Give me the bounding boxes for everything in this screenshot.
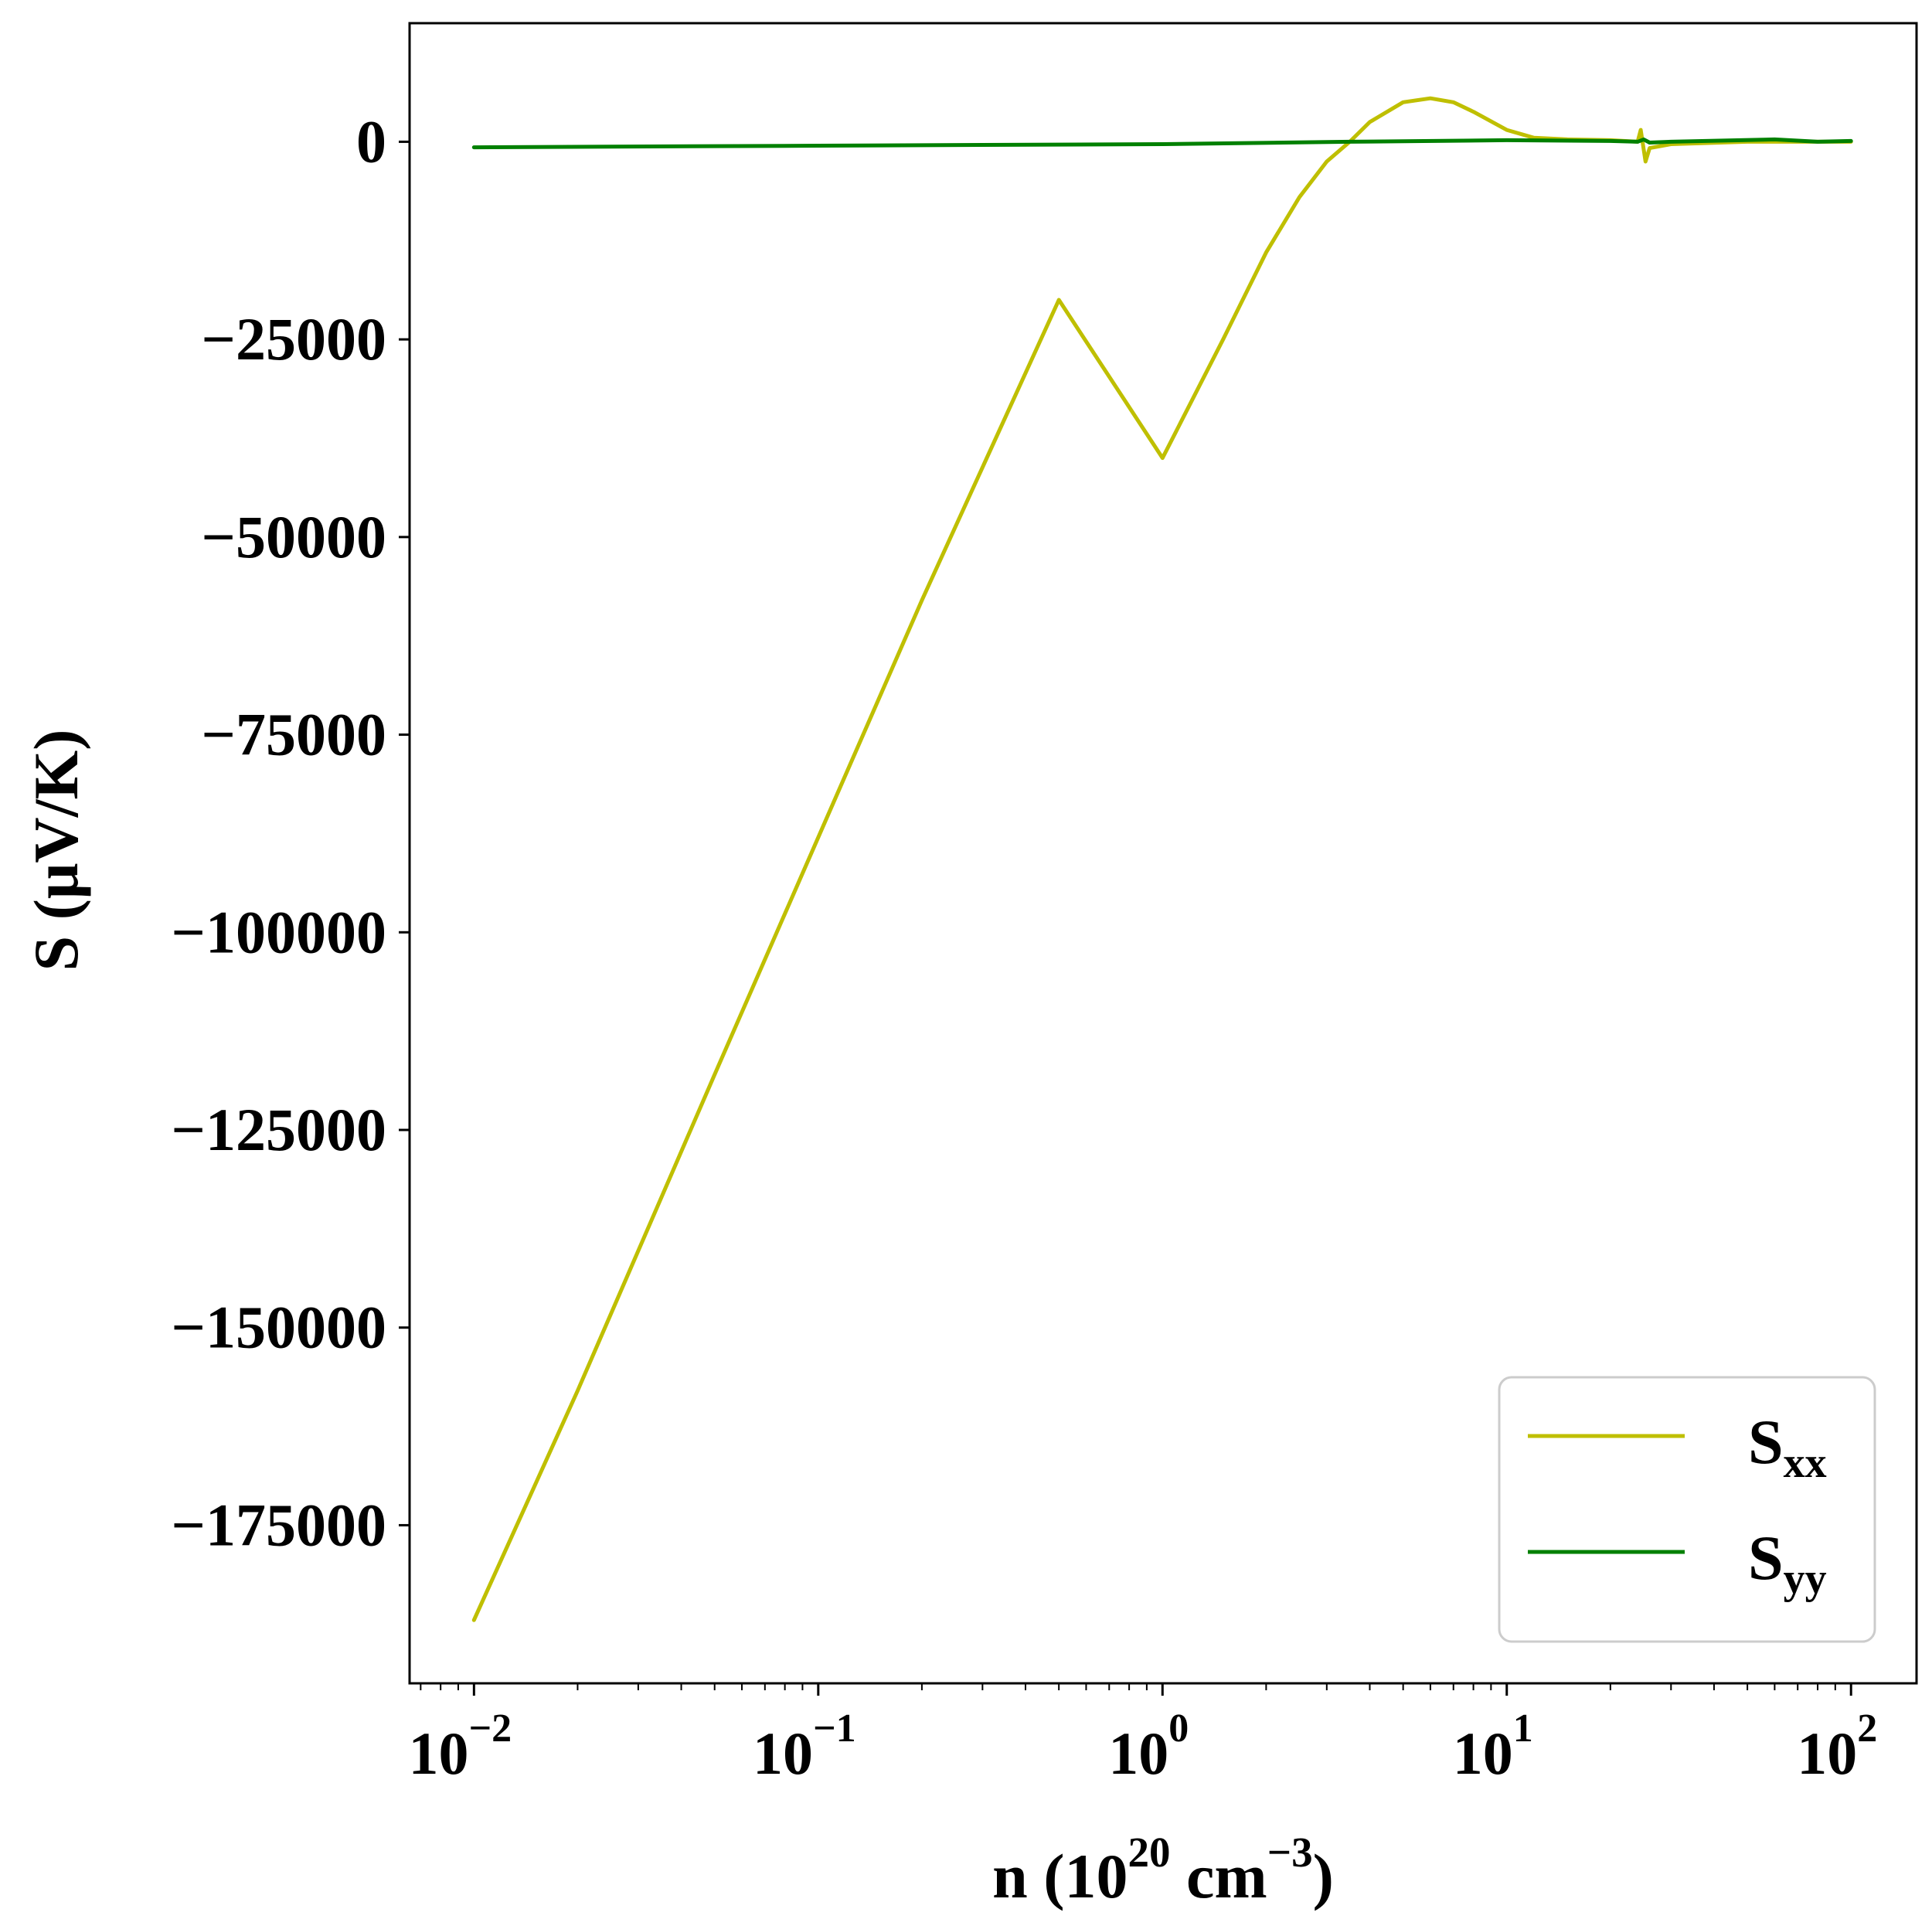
y-tick-label: −25000 bbox=[202, 305, 386, 373]
y-axis-label: S (μV/K) bbox=[21, 730, 91, 972]
y-tick-label: 0 bbox=[356, 107, 386, 175]
y-tick-label: −75000 bbox=[202, 701, 386, 768]
x-axis: 10−2 10−1 100 101 102 bbox=[409, 1683, 1877, 1787]
y-tick-label: −125000 bbox=[172, 1096, 386, 1163]
series-line-xx bbox=[471, 96, 1853, 1622]
y-tick-label: −175000 bbox=[172, 1491, 386, 1558]
plot-lines bbox=[471, 96, 1853, 1622]
y-tick-label: −150000 bbox=[172, 1294, 386, 1361]
x-tick-label: 10−2 bbox=[409, 1707, 512, 1787]
legend-label-sxx: Sxx bbox=[1748, 1407, 1827, 1487]
x-axis-label-mid: cm bbox=[1171, 1841, 1267, 1911]
y-tick-label: −50000 bbox=[202, 503, 386, 570]
x-axis-label: n (1020 cm−3) bbox=[992, 1829, 1334, 1911]
x-tick-label: 100 bbox=[1108, 1707, 1189, 1787]
legend-box bbox=[1498, 1376, 1876, 1643]
legend-label-syy: Syy bbox=[1748, 1523, 1827, 1603]
x-axis-label-sup1: 20 bbox=[1128, 1829, 1171, 1876]
series-line-yy bbox=[471, 137, 1853, 150]
y-axis: 0 −25000 −50000 −75000 −100000 −125000 −150000… bbox=[172, 107, 410, 1558]
legend: Sxx Syy bbox=[1498, 1376, 1876, 1643]
x-axis-label-base: n (10 bbox=[992, 1841, 1128, 1911]
x-axis-label-sup2: −3 bbox=[1267, 1829, 1313, 1876]
x-tick-label: 10−1 bbox=[753, 1707, 856, 1787]
x-tick-label: 101 bbox=[1453, 1707, 1533, 1787]
x-axis-label-end: ) bbox=[1313, 1841, 1334, 1911]
x-tick-label: 102 bbox=[1797, 1707, 1877, 1787]
y-tick-label: −100000 bbox=[172, 898, 386, 965]
